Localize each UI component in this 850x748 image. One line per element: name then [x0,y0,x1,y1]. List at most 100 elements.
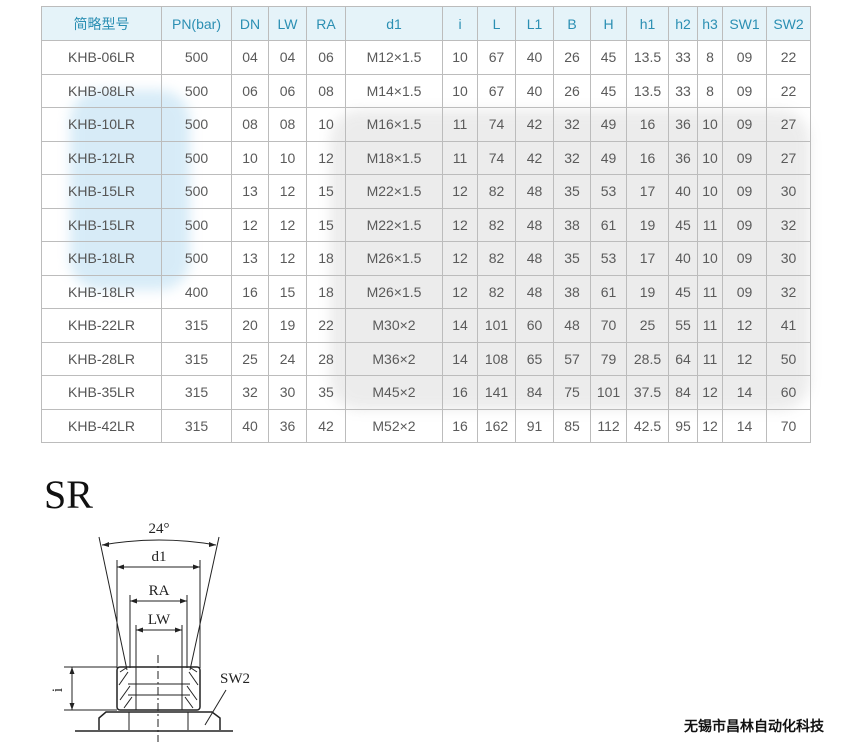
table-cell: 36 [268,408,307,443]
table-cell: 91 [515,408,554,443]
table-cell: M30×2 [345,308,443,343]
table-cell: 41 [766,308,811,343]
table-cell: M36×2 [345,341,443,376]
table-cell: 12 [697,408,723,443]
table-cell: 82 [477,241,516,276]
table-cell: 8 [697,40,723,75]
model-cell: KHB-15LR [41,207,162,242]
table-cell: 45 [668,207,698,242]
model-cell: KHB-18LR [41,241,162,276]
table-cell: 25 [231,341,269,376]
table-cell: 12 [722,341,767,376]
table-cell: 61 [590,274,627,309]
table-cell: 08 [231,107,269,142]
table-cell: 06 [268,73,307,108]
table-cell: 67 [477,40,516,75]
table-cell: 28 [306,341,346,376]
table-cell: 48 [553,308,591,343]
table-cell: 37.5 [626,375,669,410]
model-cell: KHB-18LR [41,274,162,309]
table-cell: 09 [722,241,767,276]
table-cell: 13.5 [626,40,669,75]
model-cell: KHB-12LR [41,140,162,175]
table-cell: 49 [590,107,627,142]
model-cell: KHB-22LR [41,308,162,343]
column-header: PN(bar) [161,6,232,41]
table-row: KHB-18LR 500 13 12 18 M26×1.5 12 82 48 35 53 17 40 10… [41,241,811,276]
table-cell: 400 [161,274,232,309]
table-cell: 26 [553,73,591,108]
column-header: LW [268,6,307,41]
model-cell: KHB-35LR [41,375,162,410]
table-cell: 04 [268,40,307,75]
table-cell: 38 [553,274,591,309]
table-cell: 11 [697,341,723,376]
table-cell: 315 [161,408,232,443]
table-cell: 36 [668,140,698,175]
table-cell: 16 [442,408,478,443]
column-header: h1 [626,6,669,41]
table-cell: 08 [306,73,346,108]
table-cell: 09 [722,40,767,75]
table-cell: 12 [306,140,346,175]
table-cell: 315 [161,375,232,410]
table-cell: 48 [515,274,554,309]
table-cell: 13 [231,174,269,209]
table-cell: 04 [231,40,269,75]
table-cell: 61 [590,207,627,242]
table-cell: 17 [626,174,669,209]
table-cell: 500 [161,140,232,175]
table-cell: 141 [477,375,516,410]
table-cell: 500 [161,241,232,276]
table-cell: 32 [553,107,591,142]
table-row: KHB-12LR 500 10 10 12 M18×1.5 11 74 42 32 49 16 36 10… [41,140,811,175]
table-cell: 45 [590,73,627,108]
table-cell: 26 [553,40,591,75]
table-cell: M45×2 [345,375,443,410]
model-cell: KHB-08LR [41,73,162,108]
table-cell: 70 [766,408,811,443]
table-cell: 57 [553,341,591,376]
column-header: SW1 [722,6,767,41]
table-cell: 14 [722,408,767,443]
column-header: DN [231,6,269,41]
sw2-label: SW2 [220,671,250,687]
angle-label: 24° [149,521,170,537]
table-cell: M26×1.5 [345,241,443,276]
table-cell: 162 [477,408,516,443]
table-cell: M14×1.5 [345,73,443,108]
table-row: KHB-35LR 315 32 30 35 M45×2 16 141 84 75 101 37.5 84… [41,375,811,410]
table-cell: 500 [161,174,232,209]
table-cell: 11 [442,107,478,142]
table-row: KHB-18LR 400 16 15 18 M26×1.5 12 82 48 38 61 19 45 11… [41,274,811,309]
table-row: KHB-42LR 315 40 36 42 M52×2 16 162 91 85 112 42.5 95… [41,408,811,443]
table-cell: 35 [553,241,591,276]
lw-label: LW [148,612,171,628]
table-cell: 12 [442,174,478,209]
table-cell: 27 [766,140,811,175]
table-cell: 09 [722,140,767,175]
table-cell: 15 [306,174,346,209]
table-cell: 30 [268,375,307,410]
table-cell: 85 [553,408,591,443]
table-cell: 12 [697,375,723,410]
table-cell: 11 [697,274,723,309]
table-cell: 09 [722,107,767,142]
table-cell: 22 [766,73,811,108]
column-header: d1 [345,6,443,41]
table-cell: 12 [442,207,478,242]
table-cell: 45 [590,40,627,75]
table-cell: 315 [161,308,232,343]
table-cell: 500 [161,40,232,75]
table-cell: 49 [590,140,627,175]
column-header: L [477,6,516,41]
table-cell: 09 [722,207,767,242]
table-cell: 12 [268,207,307,242]
table-cell: 10 [697,140,723,175]
table-cell: 30 [766,174,811,209]
table-cell: 48 [515,174,554,209]
table-cell: 12 [268,174,307,209]
table-cell: M26×1.5 [345,274,443,309]
column-header: RA [306,6,346,41]
table-cell: 14 [442,341,478,376]
